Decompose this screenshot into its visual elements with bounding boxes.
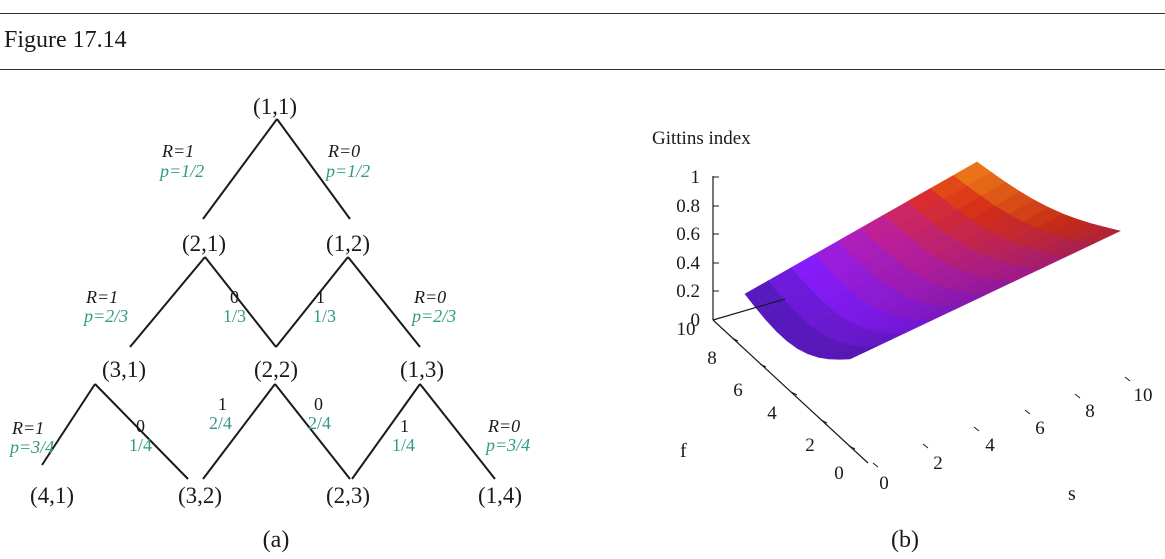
edge-label-reward: 0 [230, 287, 239, 307]
header-rule [0, 69, 1165, 70]
f-tick-label: 10 [677, 319, 696, 340]
edge-21-31 [129, 256, 206, 348]
edge-21-22 [204, 256, 277, 348]
s-tick-label: 2 [933, 453, 943, 474]
edge-label-reward: 1 [218, 394, 227, 414]
panel-a-caption: (a) [263, 527, 290, 553]
tree-edges [41, 118, 496, 480]
plot-title: Gittins index [652, 128, 751, 149]
edge-label-prob: 1/3 [223, 306, 246, 326]
z-tick-marks [713, 176, 719, 292]
node-1-3: (1,3) [400, 357, 444, 382]
node-1-1: (1,1) [253, 94, 297, 119]
panel-b-caption: (b) [891, 527, 919, 553]
edge-label-prob: 2/4 [209, 413, 232, 433]
node-2-1: (2,1) [182, 231, 226, 256]
edge-label-prob: p=3/4 [8, 437, 54, 457]
edge-label-reward: 0 [314, 394, 323, 414]
edge-label-reward: 1 [316, 287, 325, 307]
s-tick-label: 8 [1085, 401, 1095, 422]
edge-11-21 [202, 118, 278, 220]
z-ticks: 1 0.8 0.6 0.4 0.2 0 [676, 167, 700, 331]
edge-label-reward: 0 [136, 416, 145, 436]
node-3-2: (3,2) [178, 483, 222, 508]
s-tick-label: 10 [1134, 385, 1153, 406]
panel-b-surface-plot: Gittins index 1 0.8 0.6 0.4 0.2 0 10 8 6… [652, 128, 1153, 553]
base-line [712, 298, 786, 321]
f-ticks: 10 8 6 4 2 0 [677, 319, 844, 484]
edge-12-22 [275, 256, 349, 348]
edge-label-prob: p=1/2 [158, 161, 204, 181]
edge-label-prob: p=3/4 [484, 435, 530, 455]
edge-label-prob: 2/4 [308, 413, 331, 433]
edge-22-32 [202, 383, 276, 480]
panel-a-tree-diagram: (1,1) (2,1) (1,2) (3,1) (2,2) (1,3) (4,1… [8, 94, 530, 553]
figure-title: Figure 17.14 [4, 27, 127, 53]
top-rule [0, 13, 1165, 14]
edge-22-23 [274, 383, 351, 480]
edge-label-prob: 1/4 [129, 435, 152, 455]
z-tick-label: 0.2 [676, 281, 700, 302]
edge-11-12 [276, 118, 351, 220]
edge-label-reward: R=1 [161, 141, 194, 161]
axes [712, 176, 869, 464]
f-axis-line [712, 319, 869, 464]
node-2-3: (2,3) [326, 483, 370, 508]
s-tick-marks [872, 376, 1131, 468]
edge-label-prob: p=1/2 [324, 161, 370, 181]
z-tick-label: 0 [691, 310, 701, 331]
edge-13-23 [351, 383, 421, 480]
edge-label-reward: R=0 [327, 141, 360, 161]
f-tick-label: 4 [767, 403, 777, 424]
z-tick-label: 0.4 [676, 253, 700, 274]
edge-12-13 [347, 256, 421, 348]
f-tick-label: 0 [834, 463, 844, 484]
edge-labels: R=1 p=1/2 R=0 p=1/2 R=1 p=2/3 0 1/3 1 1/… [8, 141, 530, 457]
f-tick-label: 2 [805, 435, 815, 456]
edge-label-prob: 1/3 [313, 306, 336, 326]
s-axis-label: s [1068, 483, 1076, 505]
f-tick-label: 8 [707, 348, 717, 369]
edge-label-reward: R=0 [413, 287, 446, 307]
edge-31-41 [41, 383, 96, 466]
node-1-2: (1,2) [326, 231, 370, 256]
edge-label-prob: p=2/3 [82, 306, 128, 326]
edge-label-reward: R=1 [85, 287, 118, 307]
edge-label-reward: 1 [400, 416, 409, 436]
surface-patch [1078, 227, 1121, 245]
node-4-1: (4,1) [30, 483, 74, 508]
edge-13-14 [419, 383, 496, 480]
s-tick-label: 4 [985, 435, 995, 456]
s-tick-label: 6 [1035, 418, 1045, 439]
tree-nodes: (1,1) (2,1) (1,2) (3,1) (2,2) (1,3) (4,1… [30, 94, 522, 508]
s-tick-label: 0 [879, 473, 889, 494]
node-1-4: (1,4) [478, 483, 522, 508]
z-tick-label: 0.6 [676, 224, 700, 245]
s-ticks: 0 2 4 6 8 10 [879, 385, 1152, 494]
z-tick-label: 0.8 [676, 196, 700, 217]
edge-label-prob: p=2/3 [410, 306, 456, 326]
edge-label-reward: R=1 [11, 418, 44, 438]
node-3-1: (3,1) [102, 357, 146, 382]
edge-label-reward: R=0 [487, 416, 520, 436]
z-tick-label: 1 [691, 167, 701, 188]
f-axis-label: f [680, 440, 687, 462]
f-tick-label: 6 [733, 380, 743, 401]
edge-label-prob: 1/4 [392, 435, 415, 455]
node-2-2: (2,2) [254, 357, 298, 382]
edge-31-32 [94, 383, 189, 480]
surface-mesh [744, 161, 1121, 360]
f-tick-marks [731, 337, 856, 450]
